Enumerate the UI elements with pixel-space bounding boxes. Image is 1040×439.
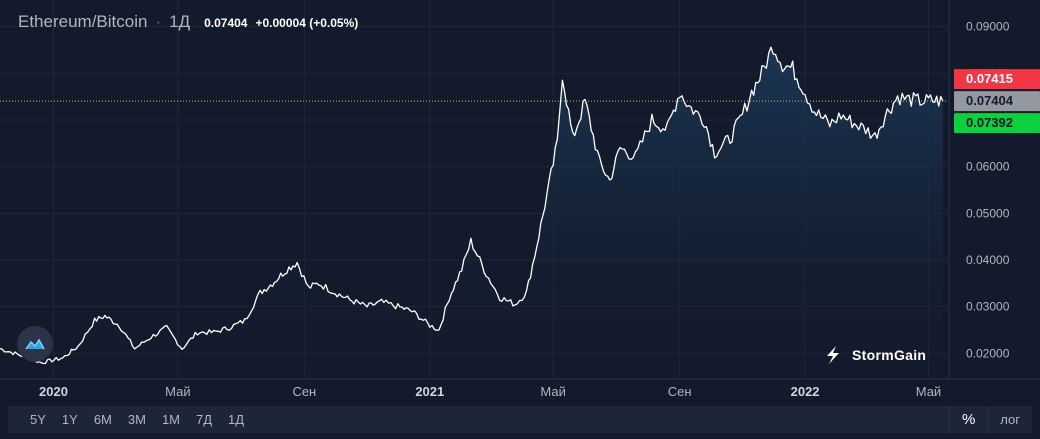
x-tick-label: Сен (292, 384, 316, 399)
x-tick-label: Сен (668, 384, 692, 399)
brand-watermark: StormGain (822, 345, 926, 365)
x-tick-label: 2022 (791, 384, 820, 399)
bid-price-label: 0.07392 (966, 115, 1013, 130)
range-button-6m[interactable]: 6M (93, 412, 112, 427)
series-line (0, 46, 944, 365)
timeframe-label[interactable]: 1Д (169, 12, 191, 31)
range-button-7д[interactable]: 7Д (196, 412, 213, 427)
ask-price-tag: 0.07415 (954, 69, 1040, 90)
broker-logo[interactable] (17, 326, 53, 362)
range-button-1m[interactable]: 1M (161, 412, 180, 427)
range-button-5y[interactable]: 5Y (30, 412, 46, 427)
bid-price-tag: 0.07392 (954, 113, 1040, 134)
range-toolbar: 5Y 1Y 6M 3M 1M 7Д 1Д % лог (8, 406, 1032, 433)
price-series (0, 46, 944, 372)
log-scale-toggle[interactable]: лог (1000, 412, 1020, 427)
range-button-3m[interactable]: 3M (127, 412, 146, 427)
brand-name: StormGain (852, 347, 927, 363)
ask-price-label: 0.07415 (966, 71, 1013, 86)
symbol-title[interactable]: Ethereum/Bitcoin (18, 12, 148, 31)
y-tick-label: 0.02000 (966, 346, 1010, 360)
x-tick-label: Май (165, 384, 190, 399)
y-axis: 0.020000.030000.040000.050000.060000.070… (948, 0, 1010, 380)
y-tick-label: 0.04000 (966, 253, 1010, 267)
scale-options: % лог (948, 406, 1032, 433)
series-area (0, 47, 943, 372)
x-tick-label: Май (540, 384, 565, 399)
range-button-1y[interactable]: 1Y (61, 412, 78, 427)
last-price-tag: 0.07404 (954, 91, 1040, 112)
toolbar-divider (948, 406, 950, 433)
y-tick-label: 0.06000 (966, 160, 1010, 174)
x-tick-label: 2020 (39, 384, 68, 399)
last-price-label: 0.07404 (966, 93, 1014, 108)
header-separator: · (155, 12, 162, 31)
range-buttons: 5Y 1Y 6M 3M 1M 7Д 1Д (22, 412, 252, 427)
percent-scale-toggle[interactable]: % (961, 411, 976, 428)
price-tags: 0.07415 0.07404 0.07392 (0, 69, 1040, 134)
price-change: +0.00004 (+0.05%) (255, 16, 359, 30)
chart-header: Ethereum/Bitcoin · 1Д 0.07404 +0.00004 (… (18, 12, 358, 32)
y-tick-label: 0.05000 (966, 206, 1010, 220)
y-tick-label: 0.09000 (966, 20, 1010, 34)
toolbar-divider (987, 406, 989, 433)
last-value: 0.07404 (204, 16, 248, 30)
y-tick-label: 0.03000 (966, 300, 1010, 314)
range-button-1д[interactable]: 1Д (228, 412, 245, 427)
x-axis: 2020 Май Сен 2021 Май Сен 2022 Май (0, 378, 1040, 399)
x-tick-label: Май (916, 384, 941, 399)
x-tick-label: 2021 (415, 384, 444, 399)
storm-bolt-icon (827, 346, 839, 364)
cloud-chart-icon (25, 338, 45, 350)
